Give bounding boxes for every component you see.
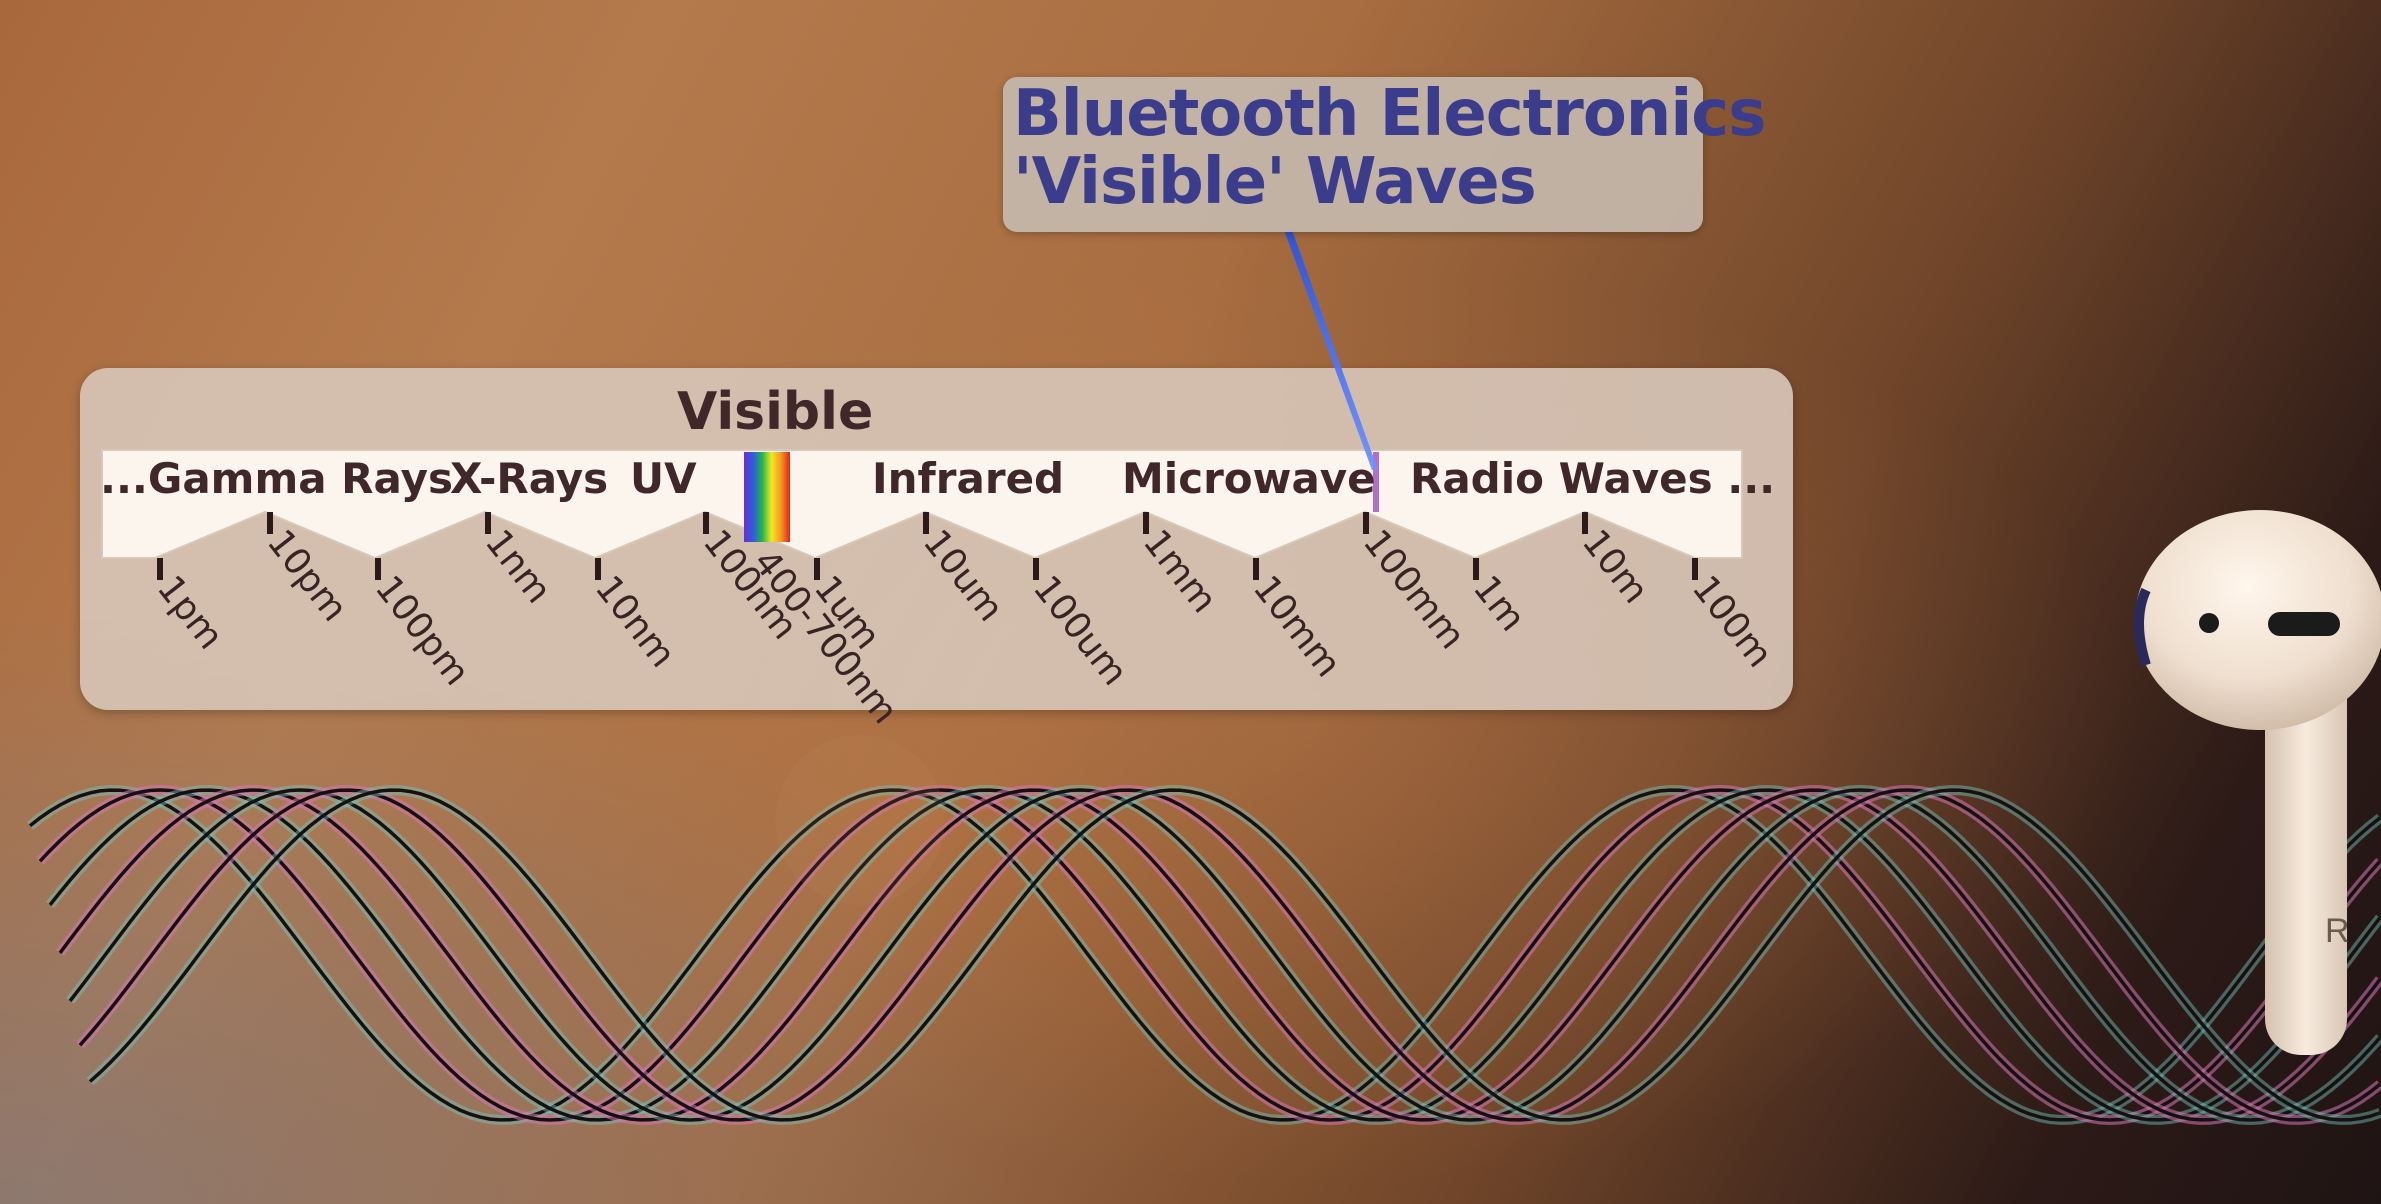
spectrum-strip [101,449,1743,560]
bluetooth-callout: Bluetooth Electronics 'Visible' Waves [1003,77,1766,232]
tick-label: 10nm [587,568,683,675]
earbud-grille [2268,612,2340,636]
tick-label: 100um [1025,568,1135,693]
wave-line [38,788,2381,1122]
earbud-side-label: R [2325,912,2350,950]
visible-header: Visible [677,382,873,442]
earbud-stem [2265,655,2347,1055]
band-label: UV [630,454,697,503]
wave-line [78,788,2381,1122]
wave-line [58,788,2381,1122]
wave-line [68,788,2381,1122]
tick-label: 10mm [1245,568,1349,685]
radio-marker [1373,452,1379,512]
tick-label: 1pm [149,568,231,657]
earbud-sensor-dot [2199,613,2219,633]
wave-line [28,788,2381,1122]
earbud-image: R [2134,510,2381,1055]
band-label: Radio Waves ... [1410,454,1775,503]
pause-overlay [775,735,945,905]
visible-rainbow-band [744,452,790,542]
band-label: ...Gamma Rays [100,454,453,503]
band-label: Infrared [872,454,1064,503]
earbud-head [2135,510,2381,730]
wave-line [88,788,2381,1122]
tick-label: 100m [1684,568,1780,675]
tick-label: 100pm [367,568,477,693]
wave-line [48,788,2381,1122]
earbud-speaker-edge [2134,587,2151,667]
band-label: Microwave [1122,454,1376,503]
callout-pointer [1284,230,1378,470]
callout-title: Bluetooth Electronics [1013,77,1766,151]
band-label: X-Rays [450,454,608,503]
callout-subtitle: 'Visible' Waves [1013,145,1537,219]
